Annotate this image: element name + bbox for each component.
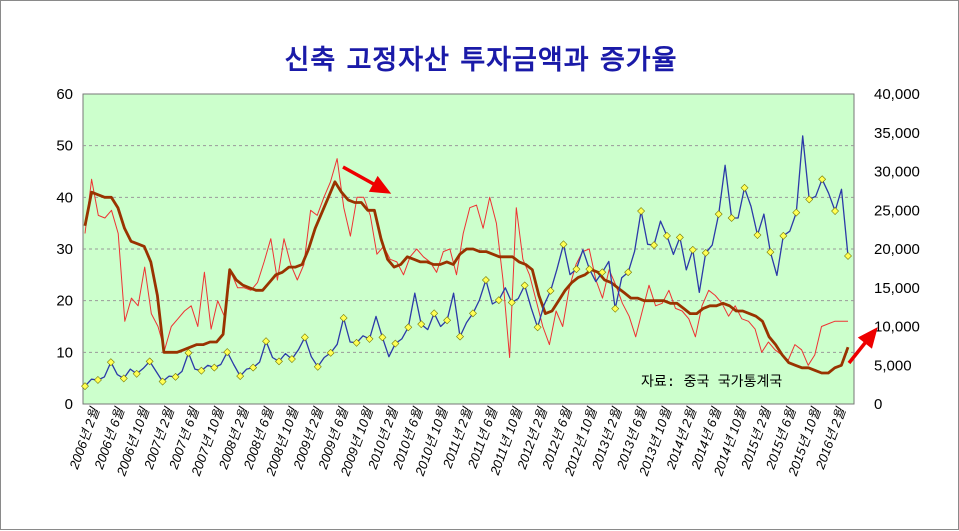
series-marker [443, 316, 452, 325]
series-marker [831, 207, 839, 215]
left-axis: 0 10 20 30 40 50 60 [56, 86, 73, 413]
series-marker [624, 268, 633, 277]
series-marker [81, 382, 89, 391]
series-marker [145, 357, 154, 366]
series-marker [417, 320, 426, 329]
series-marker [766, 248, 775, 257]
series-marker [94, 376, 102, 384]
series-group [81, 135, 852, 391]
series-marker [559, 240, 568, 249]
series-marker [688, 245, 697, 254]
series-marker [456, 332, 464, 341]
right-tick-label: 40,000 [874, 86, 920, 103]
right-tick-label: 5,000 [874, 357, 912, 374]
left-tick-label: 20 [56, 293, 73, 310]
series-line-2 [83, 180, 850, 375]
chart-title: 신축 고정자산 투자금액과 증가율 [285, 45, 678, 76]
left-tick-label: 0 [65, 396, 73, 413]
series-marker [391, 339, 400, 348]
series-marker [572, 265, 581, 274]
right-tick-label: 20,000 [874, 241, 920, 258]
series-marker [469, 309, 477, 318]
series-marker [727, 214, 736, 222]
right-tick-label: 0 [874, 396, 882, 413]
series-marker [507, 298, 516, 307]
left-tick-label: 50 [56, 138, 73, 155]
right-tick-label: 25,000 [874, 202, 920, 219]
series-marker [481, 276, 490, 284]
series-marker [339, 314, 348, 322]
series-marker [753, 231, 762, 239]
series-marker [171, 372, 180, 381]
series-marker [210, 363, 219, 372]
series-marker [287, 355, 296, 363]
right-tick-label: 15,000 [874, 280, 920, 297]
series-marker [792, 208, 801, 217]
annotation-arrow-head [857, 327, 878, 349]
series-marker [352, 338, 361, 347]
series-marker [313, 362, 322, 371]
left-tick-label: 30 [56, 241, 73, 258]
series-marker [650, 241, 658, 250]
left-tick-label: 60 [56, 86, 73, 103]
series-marker [158, 377, 167, 386]
series-marker [106, 358, 115, 367]
right-axis: 0 5,000 10,000 15,000 20,000 25,000 30,000 35,0… [874, 86, 920, 413]
series-marker [197, 366, 206, 375]
source-note: 자료: 중국 국가통계국 [641, 374, 782, 390]
right-tick-label: 10,000 [874, 319, 920, 336]
annotation-arrows [342, 165, 878, 365]
series-marker [805, 195, 814, 204]
series-marker [779, 231, 788, 240]
series-marker [494, 296, 503, 305]
series-marker [326, 348, 335, 357]
right-tick-label: 30,000 [874, 164, 920, 181]
right-tick-label: 35,000 [874, 125, 920, 142]
grid-lines [83, 145, 854, 353]
series-marker [236, 372, 245, 381]
series-marker [663, 231, 671, 240]
series-marker [701, 248, 710, 257]
series-marker [300, 333, 309, 342]
series-marker [119, 374, 128, 383]
series-marker [378, 333, 387, 342]
series-marker [818, 175, 827, 184]
series-marker [520, 281, 529, 290]
series-marker [533, 323, 542, 332]
left-tick-label: 10 [56, 344, 73, 361]
series-marker [223, 348, 232, 356]
series-marker [546, 286, 555, 295]
annotation-arrow-shaft [342, 165, 380, 189]
series-marker [365, 334, 374, 343]
series-line-1 [84, 158, 848, 366]
series-marker [585, 265, 594, 274]
series-marker [132, 369, 141, 378]
series-marker [598, 268, 607, 277]
series-marker [404, 323, 413, 332]
series-marker [275, 357, 283, 366]
series-marker [637, 207, 646, 215]
series-marker [262, 337, 270, 346]
annotation-arrow-head [368, 175, 392, 194]
series-marker [611, 304, 620, 313]
series-marker [430, 309, 439, 318]
series-marker [740, 183, 749, 192]
series-marker [714, 210, 723, 219]
series-marker [844, 252, 852, 260]
series-marker [675, 233, 684, 242]
left-tick-label: 40 [56, 189, 73, 206]
series-marker [184, 348, 193, 357]
series-marker [249, 363, 258, 372]
